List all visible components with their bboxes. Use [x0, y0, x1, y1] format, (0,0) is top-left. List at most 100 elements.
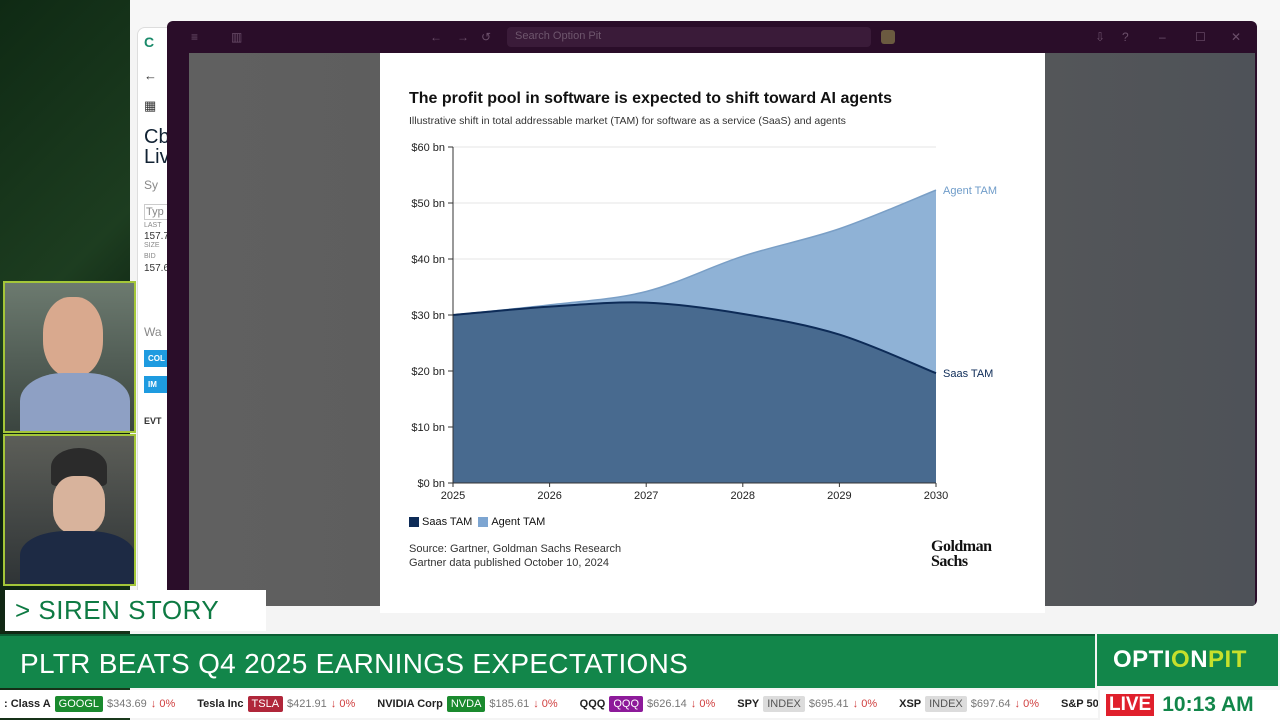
forward-arrow-icon[interactable]: →	[457, 30, 469, 44]
ticker-item: Tesla Inc TSLA $421.91 ↓ 0%	[197, 696, 355, 712]
ticker-change: ↓ 0%	[690, 698, 716, 710]
ticker-change: ↓ 0%	[1014, 698, 1039, 710]
browser-tab[interactable]: C	[144, 34, 155, 50]
last-value: 157.7	[144, 231, 170, 242]
ticker-name: XSP	[899, 698, 922, 710]
y-tick-label: $40 bn	[411, 254, 445, 266]
watchlist-label: Wa	[144, 325, 162, 339]
ticker-price: $343.69	[107, 698, 147, 710]
ticker-symbol-badge: GOOGL	[54, 696, 104, 712]
headline-banner: PLTR BEATS Q4 2025 EARNINGS EXPECTATIONS	[0, 634, 1095, 688]
symbol-input[interactable]: Typ	[144, 204, 176, 220]
series-label-saas: Saas TAM	[943, 368, 993, 380]
person-head	[43, 297, 103, 377]
y-tick-label: $20 bn	[411, 366, 445, 378]
optionpit-logo: OPTIONPIT	[1097, 634, 1278, 686]
menu-icon[interactable]: ≡	[191, 30, 199, 44]
live-clock: LIVE 10:13 AM	[1100, 690, 1280, 720]
help-icon[interactable]: ?	[1122, 30, 1129, 44]
y-tick-label: $50 bn	[411, 198, 445, 210]
sidebar-toggle-icon[interactable]: ▥	[231, 30, 243, 44]
legend-swatch-saas	[409, 517, 419, 527]
search-input[interactable]: Search Option Pit	[507, 27, 871, 47]
last-label: LAST	[144, 222, 162, 229]
ticker-change: ↓ 0%	[330, 698, 356, 710]
y-tick-label: $0 bn	[417, 478, 445, 490]
x-tick-label: 2029	[827, 490, 851, 502]
ticker-item: QQQ QQQ $626.14 ↓ 0%	[579, 696, 716, 712]
line-agent	[452, 189, 937, 316]
bid-label: BID	[144, 253, 156, 260]
y-tick-label: $30 bn	[411, 310, 445, 322]
ticker-item: : Class A GOOGL $343.69 ↓ 0%	[4, 696, 175, 712]
legend-label-saas: Saas TAM	[422, 516, 473, 528]
close-icon[interactable]: ✕	[1231, 30, 1242, 44]
ticker-symbol-badge: QQQ	[609, 696, 643, 712]
back-button[interactable]: ←	[144, 68, 157, 83]
ticker-change: ↓ 0%	[852, 698, 878, 710]
symbol-label: Sy	[144, 178, 159, 192]
webcam-host-2	[3, 434, 136, 586]
ticker-symbol-badge: TSLA	[247, 696, 284, 712]
clock-time: 10:13 AM	[1162, 693, 1254, 716]
chart-plot: $0 bn $10 bn $20 bn $30 bn $40 bn $50 bn $60 b…	[411, 142, 997, 502]
ticker-item: XSP INDEX $697.64 ↓ 0%	[899, 696, 1039, 712]
x-tick-label: 2026	[537, 490, 561, 502]
series-label-agent: Agent TAM	[943, 185, 997, 197]
ticker-name: NVIDIA Corp	[377, 698, 443, 710]
ticker-name: QQQ	[579, 698, 606, 710]
chart-note: Gartner data published October 10, 2024	[409, 557, 609, 569]
x-tick-label: 2027	[634, 490, 658, 502]
back-arrow-icon[interactable]: ←	[430, 30, 442, 44]
chart-title: The profit pool in software is expected …	[409, 90, 893, 107]
live-badge: LIVE	[1106, 694, 1155, 716]
ticker-item: SPY INDEX $695.41 ↓ 0%	[737, 696, 877, 712]
ticker-price: $695.41	[808, 698, 849, 710]
size-label: SIZE	[144, 242, 160, 249]
legend-swatch-agent	[478, 517, 489, 527]
person-head	[53, 476, 105, 534]
download-icon[interactable]: ⇩	[1095, 30, 1106, 44]
ticker-symbol-badge: INDEX	[925, 696, 967, 712]
history-icon[interactable]: ↺	[481, 30, 492, 44]
ticker-price: $697.64	[970, 698, 1011, 710]
chart-source: Source: Gartner, Goldman Sachs Research	[409, 543, 622, 555]
x-tick-label: 2025	[441, 490, 465, 502]
workspace-avatar[interactable]	[881, 30, 895, 44]
ticker-price: $185.61	[489, 698, 530, 710]
webcam-host-1	[3, 281, 136, 433]
minimize-icon[interactable]: –	[1159, 30, 1166, 44]
y-tick-label: $60 bn	[411, 142, 445, 154]
siren-story-label: > SIREN STORY	[5, 590, 266, 631]
title-bar: ≡ ▥ ← → ↺ Search Option Pit ⇩ ? – ☐ ✕	[167, 21, 1257, 53]
person-jacket	[20, 531, 134, 584]
area-saas	[453, 302, 936, 483]
ticker-name: SPY	[737, 698, 760, 710]
bid-value: 157.6	[144, 263, 170, 274]
line-saas	[452, 301, 937, 375]
chart-subtitle: Illustrative shift in total addressable …	[409, 115, 846, 127]
site-logo-text: Liv	[144, 146, 170, 168]
site-logo: Cb	[144, 126, 170, 148]
evt-column-header: EVT	[144, 416, 162, 426]
im-button[interactable]: IM	[144, 376, 174, 393]
maximize-icon[interactable]: ☐	[1195, 30, 1206, 44]
ticker-change: ↓ 0%	[150, 698, 176, 710]
apps-icon[interactable]: ▦	[144, 98, 157, 113]
ticker-item: NVIDIA Corp NVDA $185.61 ↓ 0%	[377, 696, 558, 712]
ticker-symbol-badge: NVDA	[446, 696, 486, 712]
chart-legend: Saas TAM Agent TAM	[409, 516, 545, 528]
x-tick-label: 2030	[924, 490, 948, 502]
ticker-name: S&P 500	[1060, 698, 1098, 710]
col-button[interactable]: COL	[144, 350, 174, 367]
ticker-name: Tesla Inc	[197, 698, 244, 710]
ticker-price: $626.14	[647, 698, 687, 710]
legend-label-agent: Agent TAM	[491, 516, 546, 528]
ticker-price: $421.91	[287, 698, 327, 710]
person-shirt	[20, 373, 130, 431]
ticker-item: S&P 500INDEX$69	[1061, 696, 1098, 712]
ticker-symbol-badge: INDEX	[763, 696, 805, 712]
stock-ticker: : Class A GOOGL $343.69 ↓ 0% Tesla Inc TSLA $4…	[0, 690, 1098, 718]
ticker-name: : Class A	[4, 698, 51, 710]
x-tick-label: 2028	[731, 490, 755, 502]
